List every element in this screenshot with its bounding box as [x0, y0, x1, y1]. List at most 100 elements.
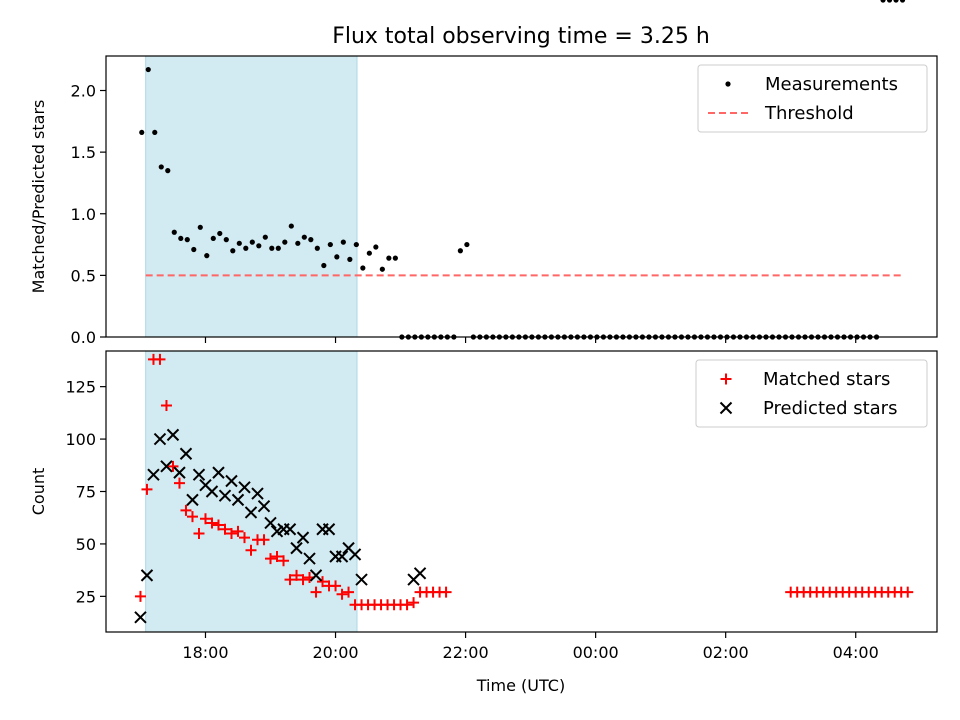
data-point: [893, 0, 899, 3]
data-point: [373, 244, 379, 250]
data-point: [295, 240, 301, 246]
y-axis-label: Count: [29, 468, 48, 516]
x-tick-label: 20:00: [312, 643, 358, 662]
data-point: [321, 262, 327, 269]
legend-label: Matched stars: [763, 369, 890, 390]
legend-label: Measurements: [765, 74, 898, 95]
data-point: [205, 485, 219, 498]
data-point: [257, 499, 271, 513]
data-point: [212, 466, 225, 479]
data-point: [186, 493, 199, 507]
data-point: [262, 234, 268, 240]
data-point: [178, 235, 184, 242]
data-point: [880, 0, 886, 3]
data-point: [147, 468, 160, 481]
y-tick-label: 1.5: [71, 143, 96, 162]
legend-label: Predicted stars: [763, 398, 897, 419]
chart-title: Flux total observing time = 3.25 h: [332, 24, 710, 49]
x-tick-label: 22:00: [443, 643, 489, 662]
legend-marker: [725, 81, 731, 87]
data-point: [269, 245, 275, 251]
data-point: [457, 248, 463, 254]
data-point: [353, 241, 359, 248]
data-point: [134, 590, 146, 602]
data-point: [212, 519, 224, 531]
data-point: [902, 586, 914, 598]
data-point: [314, 245, 320, 251]
data-point: [334, 254, 340, 260]
data-point: [225, 527, 237, 539]
data-point: [408, 597, 420, 609]
data-point: [173, 477, 185, 489]
data-point: [244, 506, 258, 519]
data-point: [322, 523, 336, 536]
data-point: [335, 550, 349, 563]
data-point: [401, 599, 413, 611]
y-tick-label: 50: [76, 535, 96, 554]
data-point: [173, 466, 186, 479]
legend-box: [695, 359, 928, 428]
y-tick-label: 0.5: [71, 266, 96, 285]
data-point: [153, 432, 167, 446]
data-point: [392, 255, 398, 261]
data-point: [327, 241, 333, 248]
data-point: [278, 555, 290, 567]
data-point: [360, 265, 366, 271]
data-point: [134, 611, 147, 624]
data-point: [232, 525, 244, 537]
data-point: [296, 531, 310, 544]
data-point: [284, 574, 296, 586]
legend-box: [697, 64, 928, 133]
data-point: [197, 224, 203, 230]
y-tick-label: 1.0: [71, 205, 96, 224]
data-point: [204, 253, 210, 259]
data-point: [154, 353, 166, 365]
data-point: [317, 576, 329, 588]
data-point: [199, 513, 211, 525]
data-point: [186, 511, 198, 523]
data-point: [355, 573, 368, 586]
data-point: [265, 553, 277, 565]
data-point: [160, 400, 172, 412]
legend-marker: [719, 401, 733, 415]
data-point: [165, 168, 171, 174]
x-tick-label: 02:00: [703, 643, 749, 662]
y-tick-label: 100: [65, 430, 96, 449]
y-tick-label: 75: [76, 483, 96, 502]
x-tick-label: 18:00: [182, 643, 228, 662]
data-point: [184, 237, 190, 243]
data-point: [366, 250, 372, 256]
data-point: [290, 541, 303, 555]
data-point: [219, 523, 231, 535]
data-point: [303, 552, 316, 565]
data-point: [171, 229, 177, 235]
data-point: [330, 580, 342, 592]
y-tick-label: 25: [76, 587, 96, 606]
data-point: [192, 468, 206, 481]
legend-label: Threshold: [764, 103, 854, 124]
data-point: [288, 223, 294, 229]
plot-frame: [105, 55, 938, 338]
panel-ratio: 0.0 0.5 1.0 1.5 2.0 Matched/Predicted stars Me…: [29, 0, 938, 347]
data-point: [193, 527, 205, 539]
y-axis-label: Matched/Predicted stars: [29, 100, 48, 294]
observing-window-shade: [145, 55, 358, 338]
data-point: [379, 266, 385, 272]
data-point: [217, 230, 223, 237]
data-point: [225, 474, 238, 488]
data-point: [238, 481, 251, 494]
y-tick-label: 125: [65, 378, 96, 397]
data-point: [243, 245, 249, 251]
data-point: [413, 567, 427, 580]
data-point: [139, 129, 145, 136]
data-point: [310, 586, 322, 598]
y-tick-label: 2.0: [71, 82, 96, 101]
data-point: [236, 240, 242, 246]
x-tick-label: 04:00: [833, 643, 879, 662]
data-point: [386, 255, 392, 261]
data-point: [206, 517, 218, 529]
data-point: [301, 234, 307, 240]
data-point: [231, 493, 245, 507]
data-point: [309, 569, 323, 582]
data-point: [343, 586, 355, 598]
